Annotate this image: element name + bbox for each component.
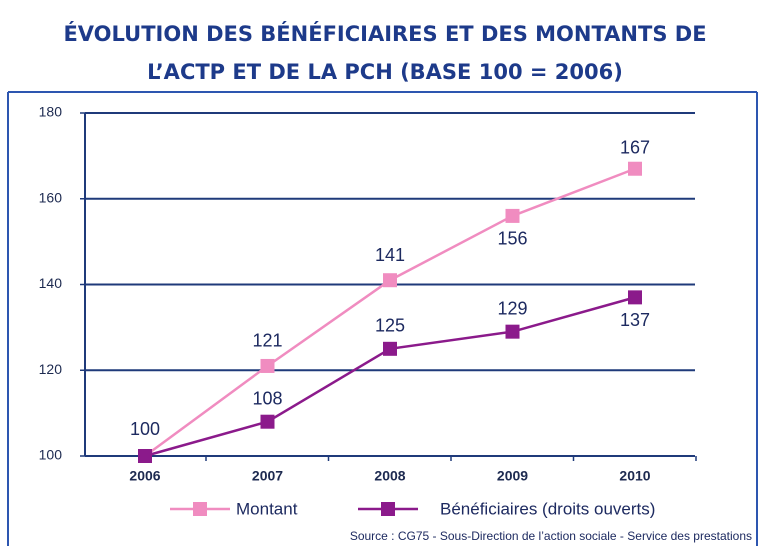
marker <box>260 358 275 373</box>
x-tick-label: 2008 <box>374 468 405 484</box>
value-label: 121 <box>252 331 282 351</box>
x-tick-label: 2007 <box>252 468 283 484</box>
x-tick-label: 2006 <box>129 468 160 484</box>
legend-marker <box>381 502 395 516</box>
marker <box>383 273 397 288</box>
value-label: 141 <box>375 245 405 265</box>
marker <box>383 341 397 356</box>
y-tick-label: 140 <box>39 275 63 291</box>
marker <box>505 324 520 339</box>
x-tick-label: 2010 <box>619 468 650 484</box>
marker <box>628 161 642 176</box>
value-label: 137 <box>620 310 650 330</box>
y-tick-label: 120 <box>39 361 63 377</box>
source: Source : CG75 - Sous-Direction de l’acti… <box>350 529 752 543</box>
marker <box>260 414 275 429</box>
value-label: 100 <box>130 419 160 439</box>
series-line <box>144 167 636 458</box>
chart-title: ÉVOLUTION DES BÉNÉFICIAIRES ET DES MONTA… <box>63 21 706 46</box>
legend-label: Bénéficiaires (droits ouverts) <box>440 499 655 518</box>
y-tick-label: 180 <box>39 104 63 120</box>
marker <box>138 449 152 463</box>
marker <box>628 290 642 305</box>
value-label: 167 <box>620 137 650 157</box>
legend-marker <box>193 502 207 516</box>
value-label: 156 <box>497 229 527 249</box>
y-tick-label: 100 <box>39 447 63 463</box>
x-tick-label: 2009 <box>497 468 528 484</box>
value-label: 108 <box>252 388 282 408</box>
legend-label: Montant <box>236 499 298 518</box>
marker <box>505 208 520 223</box>
value-label: 129 <box>497 298 527 318</box>
y-tick-label: 160 <box>39 189 63 205</box>
value-label: 125 <box>375 316 405 336</box>
chart-title: L’ACTP ET DE LA PCH (BASE 100 = 2006) <box>147 60 623 84</box>
